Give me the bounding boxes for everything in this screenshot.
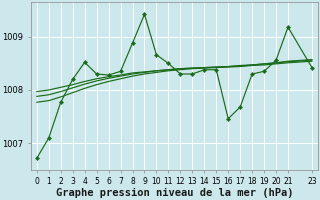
X-axis label: Graphe pression niveau de la mer (hPa): Graphe pression niveau de la mer (hPa) bbox=[56, 188, 293, 198]
